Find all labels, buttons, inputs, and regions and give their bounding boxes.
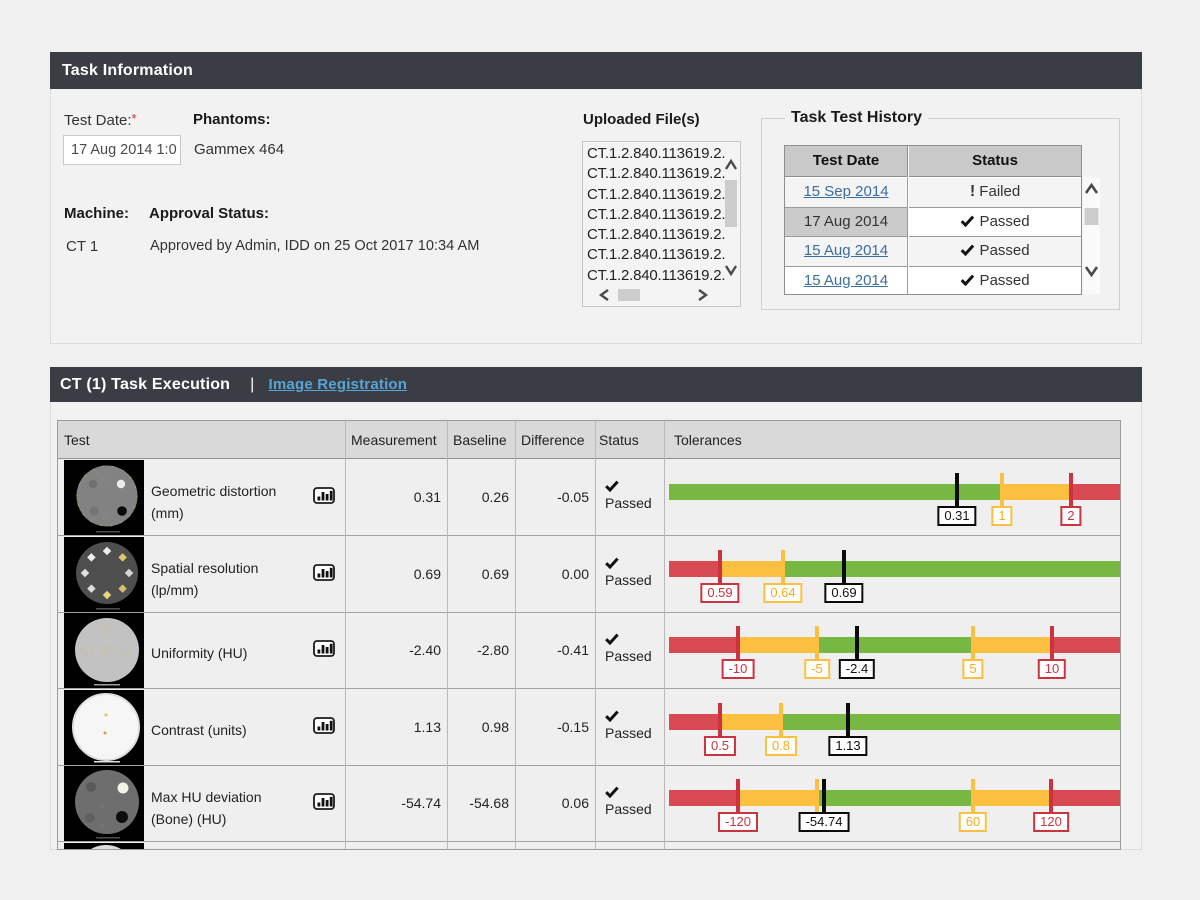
svg-text:z: z — [100, 821, 104, 830]
svg-text:c: c — [102, 513, 106, 522]
svg-text:s: s — [100, 801, 104, 810]
svg-text:s: s — [102, 475, 106, 484]
